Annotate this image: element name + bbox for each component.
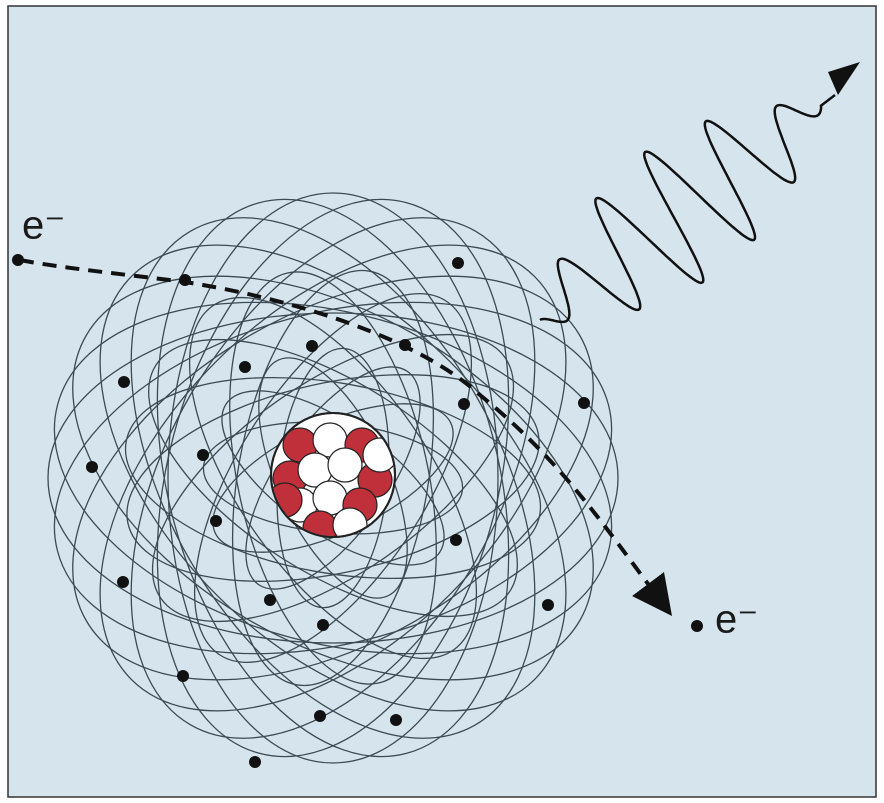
incoming-electron (12, 254, 24, 266)
diagram: e⁻ e⁻ (0, 0, 884, 803)
electron (317, 619, 329, 631)
electron (239, 361, 251, 373)
electron (86, 461, 98, 473)
electron (450, 534, 462, 546)
outgoing-label: e⁻ (715, 598, 758, 642)
electron (458, 398, 470, 410)
electron (264, 594, 276, 606)
electron (390, 714, 402, 726)
nucleon (328, 448, 362, 482)
electron (210, 515, 222, 527)
electron (118, 376, 130, 388)
electron (306, 340, 318, 352)
electron (314, 710, 326, 722)
electron (578, 397, 590, 409)
electron (542, 599, 554, 611)
incoming-label: e⁻ (22, 204, 65, 248)
page: {"labels": {"incoming": "e⁻", "outgoing"… (0, 0, 884, 803)
electron (177, 670, 189, 682)
outgoing-electron (691, 620, 703, 632)
electron (197, 449, 209, 461)
electron (452, 257, 464, 269)
background (8, 6, 876, 797)
electron (117, 576, 129, 588)
electron (249, 756, 261, 768)
